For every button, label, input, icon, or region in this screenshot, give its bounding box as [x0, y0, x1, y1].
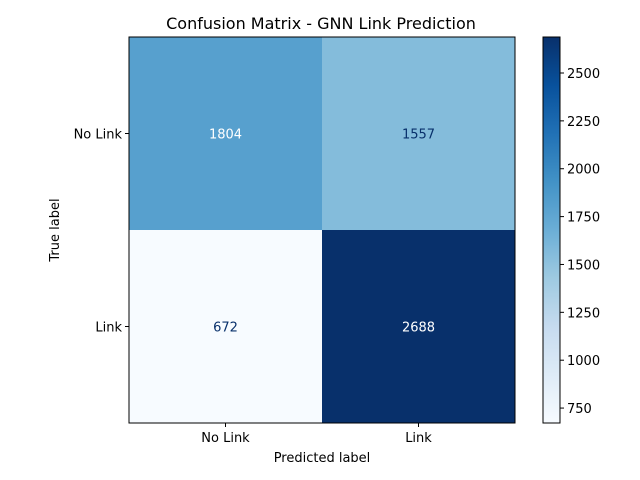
- colorbar-tick-label: 1750: [567, 211, 600, 226]
- colorbar-tick-label: 2500: [567, 67, 600, 82]
- colorbar-tick-label: 1000: [567, 354, 600, 369]
- colorbar-tick-label: 2000: [567, 163, 600, 178]
- colorbar-ticks: 750 1000 1250 1500 1750 2000 2250 2500: [560, 67, 600, 417]
- cell-value-label: 2688: [402, 321, 435, 336]
- x-tick-label: No Link: [201, 431, 250, 446]
- matrix-cell: [129, 230, 322, 423]
- cell-value-label: 672: [213, 321, 238, 336]
- y-axis-ticks: No Link Link: [74, 128, 129, 336]
- colorbar-tick-label: 1250: [567, 306, 600, 321]
- x-axis-label: Predicted label: [274, 451, 371, 466]
- y-tick-label: No Link: [74, 128, 123, 143]
- matrix-cells: 1804 1557 672 2688: [129, 37, 515, 423]
- plot-frame: [128, 36, 516, 424]
- x-tick-label: Link: [405, 431, 432, 446]
- colorbar: [542, 36, 561, 424]
- cell-value-label: 1557: [402, 128, 435, 143]
- x-axis-ticks: No Link Link: [201, 423, 432, 446]
- y-axis-label: True label: [48, 198, 63, 262]
- colorbar-tick-label: 750: [567, 402, 592, 417]
- cell-value-label: 1804: [209, 128, 242, 143]
- colorbar-tick-label: 2250: [567, 115, 600, 130]
- matrix-cell: [322, 230, 515, 423]
- chart-title: Confusion Matrix - GNN Link Prediction: [166, 14, 476, 33]
- matrix-cell: [129, 37, 322, 230]
- matrix-cell: [322, 37, 515, 230]
- y-tick-label: Link: [95, 321, 122, 336]
- colorbar-tick-label: 1500: [567, 258, 600, 273]
